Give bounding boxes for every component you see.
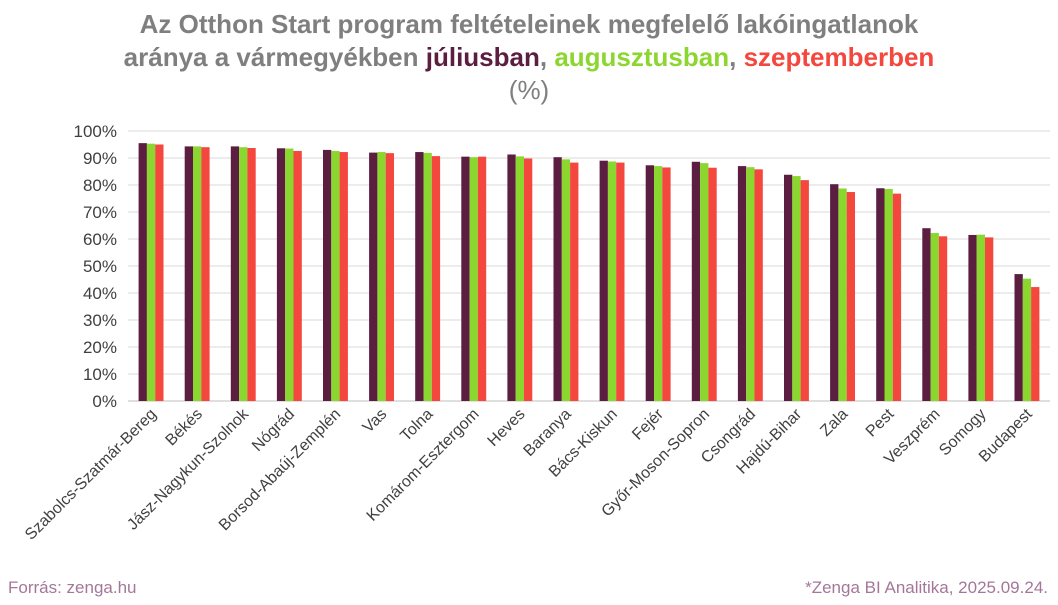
bar — [746, 167, 755, 401]
bar — [377, 152, 386, 401]
bar — [331, 150, 340, 401]
bar — [892, 193, 902, 401]
bar — [431, 156, 441, 401]
bar — [968, 234, 977, 401]
bar — [155, 144, 164, 401]
bar — [1031, 287, 1040, 401]
bar — [138, 143, 147, 401]
bar — [830, 184, 839, 401]
bar — [293, 150, 302, 401]
bar — [247, 148, 256, 401]
bar — [339, 152, 348, 401]
bar — [922, 228, 931, 401]
bar — [800, 180, 809, 401]
bar — [976, 234, 985, 401]
bar — [784, 174, 793, 401]
chart-title-prefix: aránya a vármegyékben — [123, 42, 426, 72]
bar — [645, 165, 654, 401]
legend-september: szeptemberben — [743, 42, 935, 72]
x-tick-label: Pest — [863, 405, 898, 440]
bar — [276, 148, 286, 401]
credit-note: *Zenga BI Analitika, 2025.09.24. — [805, 578, 1048, 597]
legend-august: augusztusban — [554, 42, 730, 72]
x-tick-label: Tolna — [397, 406, 436, 445]
bar — [369, 152, 378, 401]
bar — [876, 188, 885, 401]
bar — [146, 143, 156, 401]
x-tick-label: Zala — [817, 406, 851, 440]
y-tick-label: 90% — [83, 149, 117, 168]
y-tick-label: 80% — [83, 176, 117, 195]
bar — [654, 166, 663, 401]
y-tick-label: 20% — [83, 338, 117, 357]
chart-title-unit: (%) — [508, 75, 550, 105]
y-tick-label: 40% — [83, 284, 117, 303]
y-tick-label: 100% — [74, 122, 117, 141]
chart-title-line2: aránya a vármegyékben júliusban, auguszt… — [0, 41, 1058, 74]
bar — [1022, 278, 1032, 401]
bar — [193, 146, 202, 401]
bar — [461, 156, 470, 401]
chart-title-line1: Az Otthon Start program feltételeinek me… — [139, 9, 919, 39]
bar — [507, 154, 516, 401]
bar — [599, 160, 608, 401]
title-separator-2: , — [729, 42, 744, 72]
bar — [423, 152, 432, 401]
bar — [616, 162, 625, 401]
bar — [754, 169, 763, 401]
source-note: Forrás: zenga.hu — [8, 578, 137, 597]
bar — [477, 156, 487, 401]
bar — [708, 167, 717, 401]
bar — [524, 158, 533, 401]
bar — [846, 192, 855, 401]
bar — [792, 176, 801, 401]
bar — [515, 156, 524, 401]
title-separator-1: , — [539, 42, 555, 72]
bar — [230, 146, 240, 401]
bar — [469, 157, 478, 401]
y-tick-label: 30% — [83, 311, 117, 330]
y-tick-label: 0% — [92, 392, 117, 411]
bar — [415, 152, 424, 401]
chart-title: Az Otthon Start program feltételeinek me… — [0, 8, 1058, 107]
bar — [884, 189, 893, 401]
legend-july: júliusban — [425, 42, 540, 72]
bar — [385, 153, 394, 401]
x-tick-label: Vas — [360, 406, 391, 437]
bar — [985, 237, 994, 401]
bar — [323, 149, 332, 401]
bar — [930, 233, 939, 401]
bar — [737, 166, 747, 401]
bar — [201, 147, 210, 401]
y-tick-label: 60% — [83, 230, 117, 249]
bar — [561, 159, 571, 401]
bar — [700, 163, 709, 401]
bar — [607, 161, 617, 401]
bar — [285, 148, 294, 401]
bar — [570, 162, 579, 401]
x-tick-label: Békés — [163, 406, 206, 449]
y-tick-label: 70% — [83, 203, 117, 222]
bar — [184, 146, 193, 401]
bar — [239, 147, 248, 401]
y-tick-label: 10% — [83, 365, 117, 384]
bar — [938, 236, 948, 401]
bar — [838, 188, 847, 401]
bar — [662, 167, 671, 401]
bar — [553, 157, 562, 401]
y-tick-label: 50% — [83, 257, 117, 276]
x-tick-label: Heves — [485, 406, 529, 450]
x-tick-label: Fejér — [629, 405, 667, 443]
bar — [691, 161, 701, 401]
bar — [1014, 274, 1023, 401]
